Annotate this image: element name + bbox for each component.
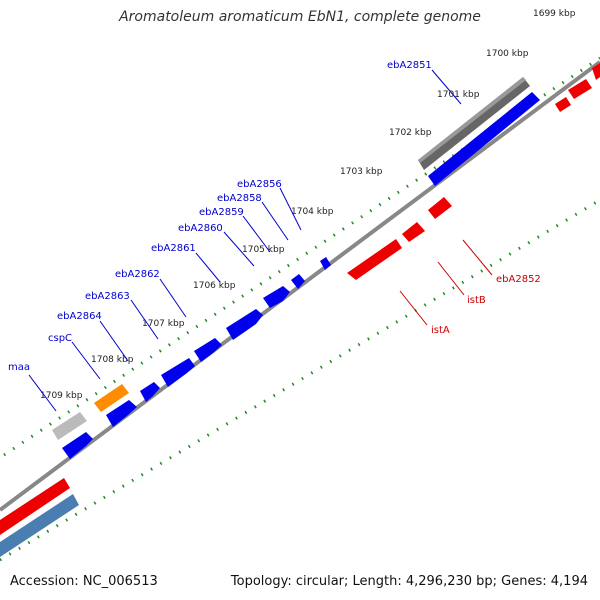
kbp-label: 1708 kbp [91,355,134,365]
gene-label-ebA2860: ebA2860 [178,223,223,234]
gene-label-ebA2861: ebA2861 [151,243,196,254]
kbp-labels: 1699 kbp 1700 kbp 1701 kbp 1702 kbp 1703… [40,9,576,401]
rna-feature-bar [418,77,530,170]
gene-label-ebA2862: ebA2862 [115,269,160,280]
forward-gene-arrow-3 [263,286,290,308]
accession-text: Accession: NC_006513 [10,574,158,589]
reverse-leaders [399,239,493,326]
reverse-gene-arrow-4 [555,97,571,112]
reverse-gene-arrow-3 [428,197,452,219]
kbp-label: 1703 kbp [340,167,383,177]
forward-leaders [28,69,462,412]
inner-tick-track [0,198,600,562]
kbp-label: 1704 kbp [291,207,334,217]
gene-label-maa: maa [8,362,30,373]
gene-label-ebA2864: ebA2864 [57,311,102,322]
gene-label-ebA2859: ebA2859 [199,207,244,218]
kbp-label: 1702 kbp [389,128,432,138]
kbp-label: 1701 kbp [437,90,480,100]
genome-title: Aromatoleum aromaticum EbN1, complete ge… [119,9,481,25]
reverse-gene-arrow-2 [402,222,425,242]
forward-gene-arrow-6 [161,358,195,387]
forward-gene-arrow-9 [62,432,93,459]
gene-label-istA: istA [431,325,450,336]
gene-label-ebA2858: ebA2858 [217,193,262,204]
gene-label-istB: istB [467,295,486,306]
forward-gene-labels: maa cspC ebA2864 ebA2863 ebA2862 ebA2861… [8,60,432,373]
gene-label-ebA2851: ebA2851 [387,60,432,71]
forward-gene-orange [94,384,129,412]
forward-gene-arrow-1 [320,257,331,270]
gene-label-ebA2852: ebA2852 [496,274,541,285]
forward-gene-arrow-7 [140,382,160,402]
reverse-gene-arrow-6 [592,63,600,80]
reverse-gene-arrow-5 [568,79,592,99]
steel-blue-bar [0,494,79,557]
reverse-gene-long-red [0,478,70,535]
rna-feature-bar-top [418,77,526,163]
forward-gene-arrow-4 [226,309,263,340]
kbp-label: 1706 kbp [193,281,236,291]
forward-gene-arrow-2 [291,274,305,289]
kbp-label: 1707 kbp [142,319,185,329]
forward-gene-arrow-5 [194,338,222,362]
reverse-gene-labels: istA istB ebA2852 [431,274,541,336]
gene-label-ebA2863: ebA2863 [85,291,130,302]
kbp-label: 1709 kbp [40,391,83,401]
reverse-gene-arrow-1 [347,239,402,280]
kbp-label: 1700 kbp [486,49,529,59]
forward-gene-long [428,92,540,186]
forward-gene-arrow-8 [106,400,137,427]
gene-label-ebA2856: ebA2856 [237,179,282,190]
pseudo-gene-gray [52,412,87,440]
genome-summary-text: Topology: circular; Length: 4,296,230 bp… [230,574,588,589]
kbp-label: 1705 kbp [242,245,285,255]
kbp-label: 1699 kbp [533,9,576,19]
gene-label-cspC: cspC [48,333,72,344]
